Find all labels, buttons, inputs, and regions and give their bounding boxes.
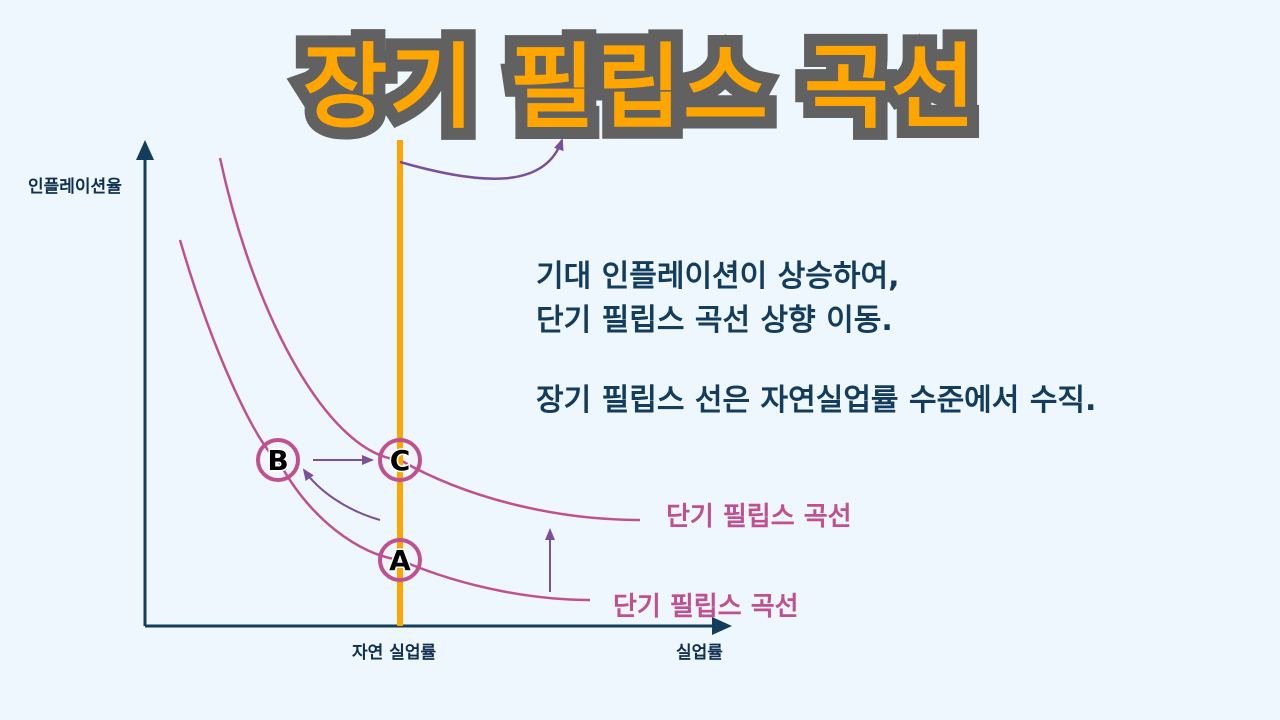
lower-short-run-curve <box>178 239 591 602</box>
point-a-marker <box>378 538 422 582</box>
upper-curve-label: 단기 필립스 곡선 <box>666 502 852 532</box>
explanation-line-1: 기대 인플레이션이 상승하여, <box>536 259 900 294</box>
point-c-label: C <box>390 444 411 477</box>
page-title: 장기 필립스 곡선 <box>291 22 988 153</box>
y-axis-arrowhead <box>136 140 154 160</box>
point-b-label: B <box>267 444 288 477</box>
point-a-label: A <box>389 544 411 577</box>
point-c-marker <box>378 438 422 482</box>
lower-curve-label: 단기 필립스 곡선 <box>613 592 799 622</box>
explanation-line-2: 단기 필립스 곡선 상향 이동. <box>536 303 893 338</box>
x-axis-label: 실업률 <box>676 643 723 663</box>
upper-short-run-curve <box>218 157 641 522</box>
explanation-line-3: 장기 필립스 선은 자연실업률 수준에서 수직. <box>536 383 1097 418</box>
title-pointer-arrow <box>399 138 564 180</box>
y-axis-label: 인플레이션율 <box>28 177 122 197</box>
x-axis-arrowhead <box>712 617 732 635</box>
a-to-b-arrow <box>302 468 381 521</box>
point-b-marker <box>256 438 300 482</box>
natural-rate-label: 자연 실업률 <box>352 643 437 663</box>
